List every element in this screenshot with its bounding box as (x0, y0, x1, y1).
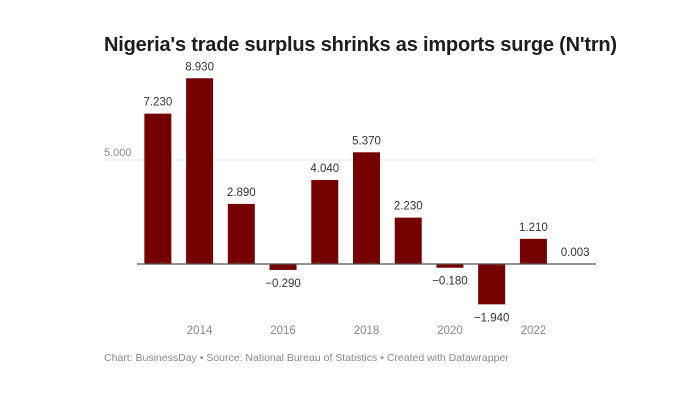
data-label: 1.210 (519, 222, 548, 234)
x-tick-label: 2022 (521, 325, 547, 337)
data-label: 2.230 (394, 201, 423, 213)
chart-title: Nigeria's trade surplus shrinks as impor… (104, 34, 617, 56)
x-tick-label: 2016 (270, 325, 296, 337)
bar-2018 (353, 152, 380, 264)
data-label: −0.290 (265, 278, 301, 290)
data-label: 5.370 (352, 135, 381, 147)
bar-2016 (269, 264, 297, 271)
bar-2022 (519, 238, 547, 264)
data-label: −0.180 (432, 276, 468, 288)
bar-2013 (144, 113, 172, 264)
x-tick-label: 2014 (187, 325, 213, 337)
data-label: 2.890 (227, 187, 256, 199)
bar-2019 (394, 217, 422, 264)
data-label: 4.040 (310, 163, 339, 175)
data-label: 7.230 (143, 97, 172, 109)
data-label: 8.930 (185, 61, 214, 73)
x-tick-label: 2018 (354, 325, 380, 337)
bar-2015 (227, 203, 255, 264)
chart-footer: Chart: BusinessDay • Source: National Bu… (104, 352, 509, 364)
data-label: 0.003 (561, 247, 590, 259)
bar-2020 (436, 264, 464, 268)
x-tick-label: 2020 (437, 325, 463, 337)
data-label: −1.940 (474, 312, 510, 324)
bar-2017 (311, 179, 339, 264)
bar-2014 (186, 78, 214, 264)
bar-2021 (478, 264, 506, 305)
y-tick-label: 5.000 (104, 147, 132, 159)
